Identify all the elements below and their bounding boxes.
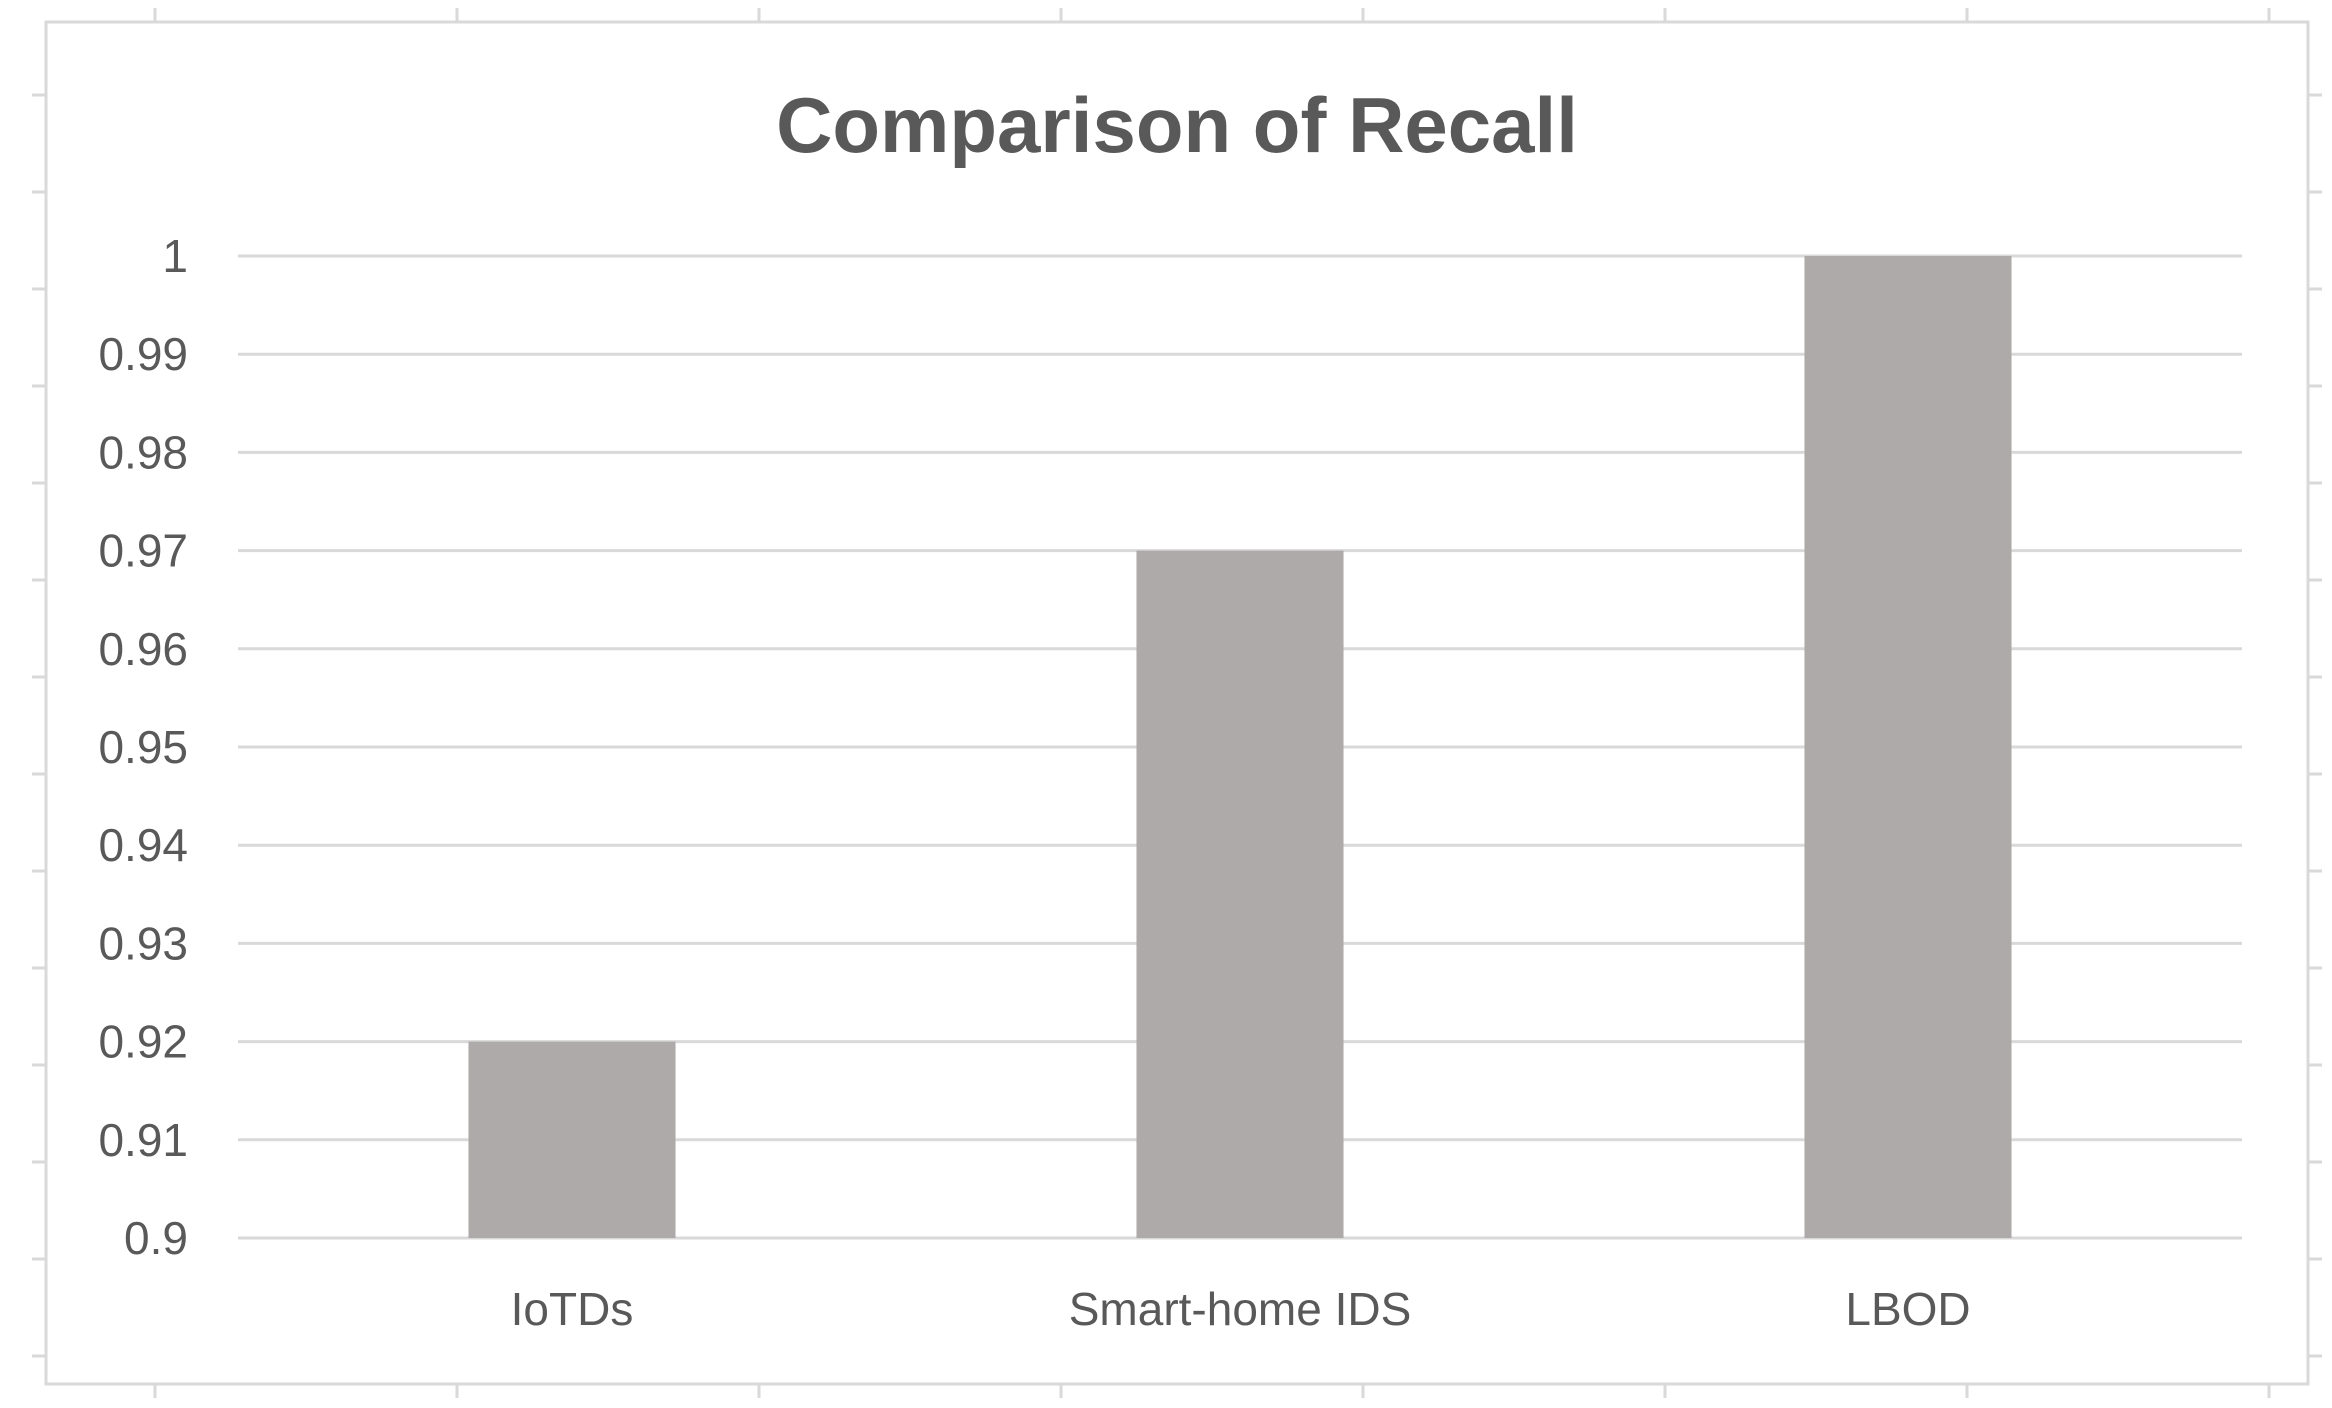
bar bbox=[1136, 550, 1344, 1238]
bar bbox=[468, 1041, 676, 1238]
y-axis-ticks: 0.9 0.91 0.92 0.93 0.94 0.95 0.96 0.97 0.98 0.99 1 bbox=[98, 230, 188, 1264]
bar bbox=[1804, 256, 2012, 1238]
y-tick-label: 0.9 bbox=[124, 1212, 188, 1264]
y-tick-label: 0.92 bbox=[98, 1016, 188, 1068]
chart-title: Comparison of Recall bbox=[776, 81, 1578, 169]
y-tick-label: 0.91 bbox=[98, 1114, 188, 1166]
y-tick-label: 1 bbox=[162, 230, 188, 282]
bars bbox=[468, 256, 2012, 1238]
y-tick-label: 0.96 bbox=[98, 623, 188, 675]
y-tick-label: 0.99 bbox=[98, 328, 188, 380]
y-tick-label: 0.95 bbox=[98, 721, 188, 773]
x-category-label: Smart-home IDS bbox=[1069, 1283, 1412, 1335]
y-tick-label: 0.93 bbox=[98, 917, 188, 969]
y-tick-label: 0.94 bbox=[98, 819, 188, 871]
y-tick-label: 0.97 bbox=[98, 525, 188, 577]
frame-ticks bbox=[32, 8, 2322, 1398]
x-category-label: LBOD bbox=[1845, 1283, 1970, 1335]
y-tick-label: 0.98 bbox=[98, 426, 188, 478]
x-category-label: IoTDs bbox=[511, 1283, 634, 1335]
x-axis-categories: IoTDs Smart-home IDS LBOD bbox=[511, 1283, 1971, 1335]
